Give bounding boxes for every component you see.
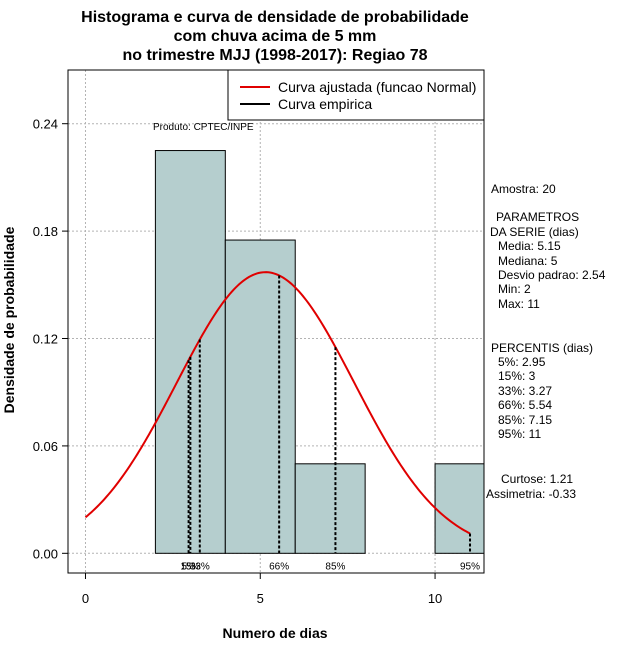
params-title-2: DA SERIE (dias): [490, 225, 579, 239]
fitted-normal-curve: [84, 271, 471, 535]
param-mediana: Mediana: 5: [498, 254, 558, 268]
product-note: Produto: CPTEC/INPE: [153, 122, 254, 133]
histogram-bar-0: [154, 150, 226, 554]
percentile-label-4: 85%: [325, 561, 345, 572]
percentile-label-0: 5%: [181, 561, 196, 572]
percentil-66: 66%: 5.54: [498, 398, 552, 412]
legend-empirical-label: Curva empirica: [278, 96, 372, 112]
y-tick-label-1: 0.06: [33, 439, 58, 454]
x-tick-label-2: 10: [428, 591, 442, 606]
histogram-bar-4: [434, 463, 485, 554]
histogram-bars: [154, 150, 485, 554]
side-info: Amostra: 20 PARAMETROS DA SERIE (dias) M…: [486, 182, 606, 501]
percentis-title: PERCENTIS (dias): [491, 341, 593, 355]
percentile-label-3: 66%: [269, 561, 289, 572]
y-axis-label: Densidade de probabilidade: [1, 226, 17, 413]
fitted-curve-layer: [84, 271, 471, 535]
x-tick-label-0: 0: [82, 591, 89, 606]
sample-size: Amostra: 20: [491, 182, 556, 196]
percentile-label-2: 33%: [190, 561, 210, 572]
legend-box: [227, 69, 485, 121]
percentile-lines: 5%15%33% 66% 85% 95%: [180, 275, 480, 572]
chart-title-line-1: Histograma e curva de densidade de proba…: [81, 9, 469, 26]
percentil-33: 33%: 3.27: [498, 384, 552, 398]
x-tick-label-1: 5: [257, 591, 264, 606]
param-max: Max: 11: [498, 297, 540, 311]
percentil-15: 15%: 3: [498, 369, 536, 383]
y-tick-label-2: 0.12: [33, 332, 58, 347]
x-axis-label: Numero de dias: [222, 625, 327, 641]
chart-title-line-2: com chuva acima de 5 mm: [174, 28, 377, 45]
legend: Curva ajustada (funcao Normal) Curva emp…: [227, 69, 485, 121]
legend-fitted-label: Curva ajustada (funcao Normal): [278, 79, 476, 95]
percentil-95: 95%: 11: [498, 427, 541, 441]
param-min: Min: 2: [498, 282, 531, 296]
histogram-bar-1: [224, 239, 296, 554]
percentile-label-5: 95%: [460, 561, 480, 572]
axes: 0 5 10 0.00 0.06 0.12 0.18 0.24: [33, 117, 443, 606]
curtose: Curtose: 1.21: [501, 472, 573, 486]
y-tick-label-3: 0.18: [33, 224, 58, 239]
assimetria: Assimetria: -0.33: [486, 487, 576, 501]
percentil-5: 5%: 2.95: [498, 355, 546, 369]
chart-title-line-3: no trimestre MJJ (1998-2017): Regiao 78: [122, 47, 427, 64]
param-desvio: Desvio padrao: 2.54: [498, 268, 606, 282]
y-tick-label-4: 0.24: [33, 117, 58, 132]
percentil-85: 85%: 7.15: [498, 413, 552, 427]
params-title-1: PARAMETROS: [496, 210, 579, 224]
y-tick-label-0: 0.00: [33, 546, 58, 561]
histogram-bar-2: [294, 463, 366, 554]
percentile-label-1: 15%: [180, 561, 200, 572]
param-media: Media: 5.15: [498, 239, 561, 253]
